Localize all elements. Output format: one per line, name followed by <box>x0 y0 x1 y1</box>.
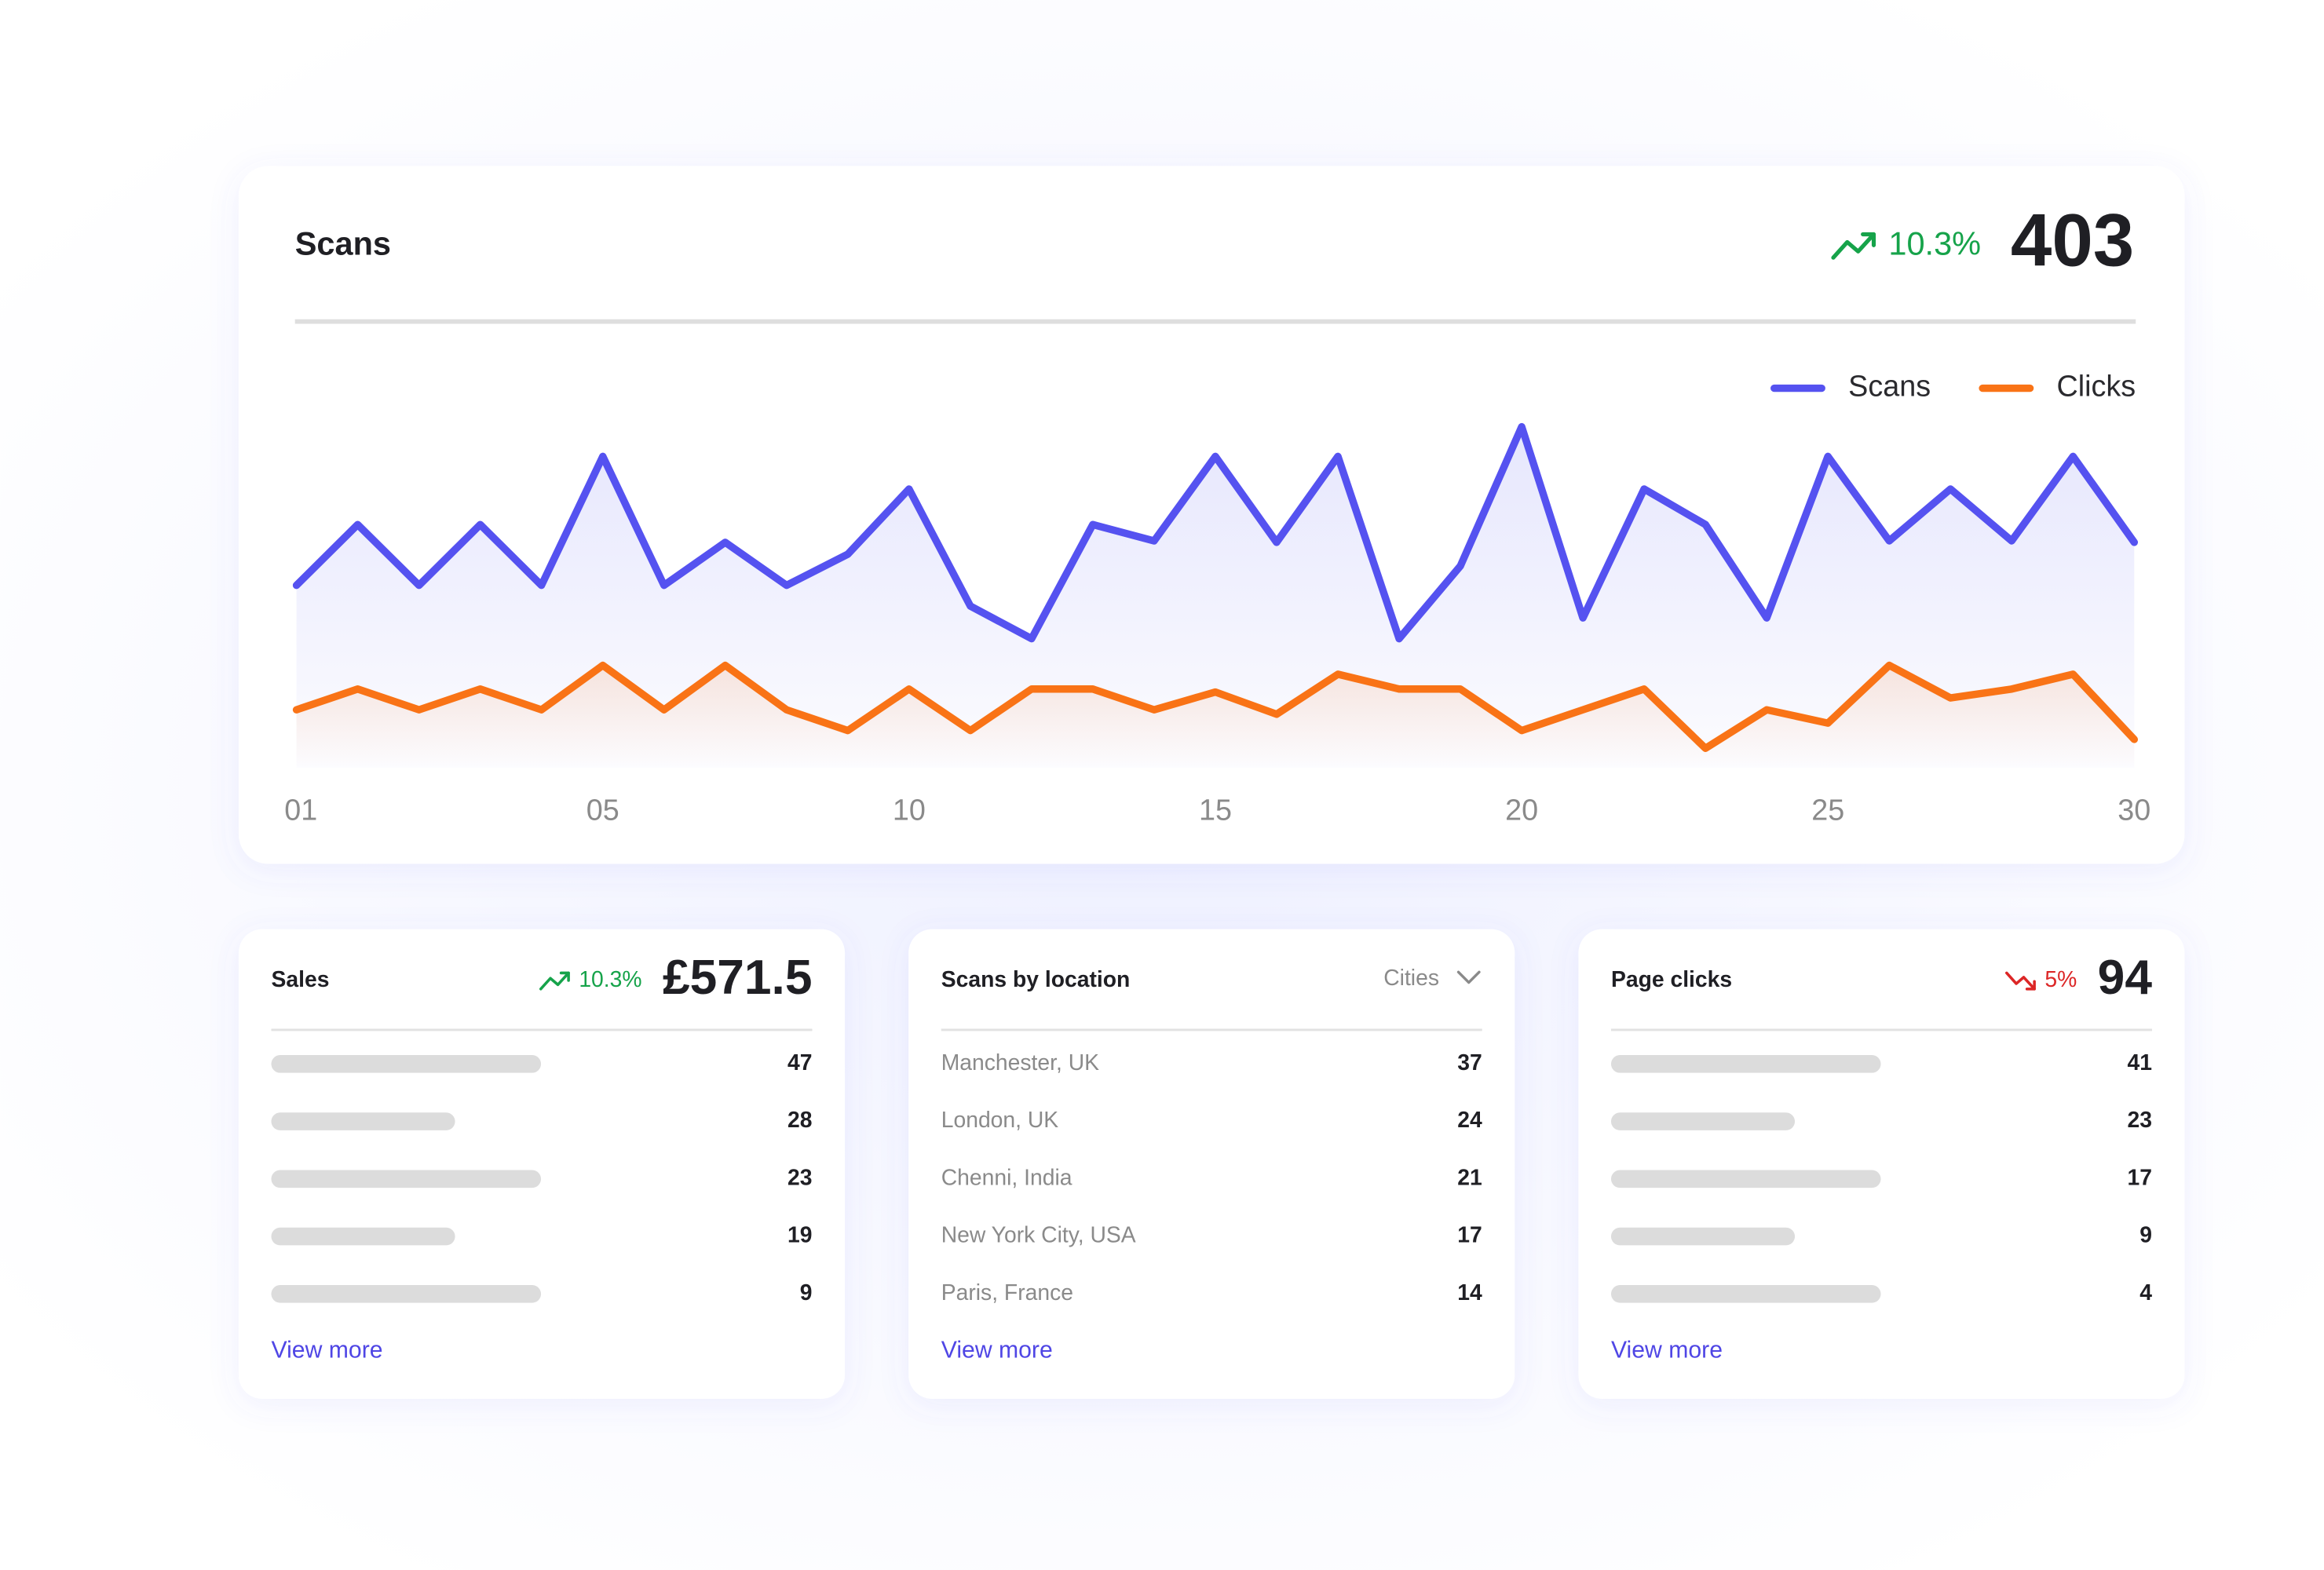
row-label: London, UK <box>941 1107 1059 1132</box>
main-total: 403 <box>2011 199 2134 282</box>
view-more-link[interactable]: View more <box>941 1338 1053 1364</box>
view-more-link[interactable]: View more <box>272 1338 383 1364</box>
row-value: 23 <box>787 1164 812 1189</box>
series-line <box>292 422 2139 643</box>
x-tick-label: 10 <box>893 793 926 826</box>
placeholder-bar <box>271 1112 455 1130</box>
trend-down-icon <box>2005 971 2036 991</box>
card-change: 10.3% <box>579 966 641 991</box>
x-tick-label: 20 <box>1505 793 1538 826</box>
x-tick-label: 30 <box>2118 793 2150 826</box>
legend-label: Scans <box>1848 370 1931 403</box>
x-tick-label: 05 <box>586 793 619 826</box>
x-tick-label: 01 <box>284 793 317 826</box>
card-total: 94 <box>2098 951 2153 1005</box>
filter-dropdown[interactable]: Cities <box>1383 965 1439 990</box>
view-more-link[interactable]: View more <box>1611 1338 1723 1364</box>
row-value: 47 <box>787 1050 812 1075</box>
x-tick-label: 15 <box>1199 793 1232 826</box>
row-value: 9 <box>800 1280 813 1305</box>
placeholder-bar <box>271 1170 542 1188</box>
chevron-icon <box>1456 970 1481 984</box>
row-value: 28 <box>787 1107 812 1132</box>
icon-part <box>2025 980 2036 991</box>
icon-part <box>539 971 570 991</box>
placeholder-bar <box>1610 1227 1796 1246</box>
row-value: 14 <box>1457 1280 1482 1305</box>
card-total: £571.5 <box>663 951 813 1005</box>
placeholder-bar <box>1610 1284 1881 1303</box>
row-value: 9 <box>2139 1222 2152 1247</box>
row-value: 19 <box>787 1222 812 1247</box>
placeholder-bar <box>1610 1055 1881 1073</box>
card <box>1578 929 2185 1399</box>
row-value: 21 <box>1457 1164 1482 1189</box>
icon-part <box>559 971 570 982</box>
row-label: Chenni, India <box>941 1164 1072 1189</box>
row-label: Paris, France <box>941 1280 1073 1305</box>
card-title: Sales <box>272 966 330 991</box>
x-tick-label: 25 <box>1811 793 1844 826</box>
row-value: 24 <box>1457 1107 1482 1132</box>
row-value: 4 <box>2139 1280 2152 1305</box>
row-value: 41 <box>2127 1050 2151 1075</box>
placeholder-bar <box>271 1055 542 1073</box>
placeholder-bar <box>271 1284 542 1303</box>
legend-label: Clicks <box>2057 370 2136 403</box>
series-line <box>292 661 2139 752</box>
card-title: Scans by location <box>941 966 1131 991</box>
card <box>908 929 1515 1399</box>
icon-part <box>2005 971 2036 991</box>
row-label: Manchester, UK <box>941 1050 1099 1075</box>
placeholder-bar <box>1610 1170 1881 1188</box>
row-value: 37 <box>1457 1050 1482 1075</box>
row-value: 23 <box>2127 1107 2151 1132</box>
area-fill <box>296 426 2135 768</box>
trend-up-icon <box>539 971 570 991</box>
placeholder-bar <box>271 1227 455 1246</box>
card <box>238 929 846 1399</box>
row-value: 17 <box>2127 1164 2151 1189</box>
row-label: New York City, USA <box>941 1222 1136 1247</box>
main-change: 10.3% <box>1888 225 1981 261</box>
main-title: Scans <box>295 225 391 261</box>
row-value: 17 <box>1457 1222 1482 1247</box>
card-title: Page clicks <box>1611 966 1732 991</box>
placeholder-bar <box>1610 1112 1796 1130</box>
trend-up-icon <box>1831 232 1876 260</box>
card-change: 5% <box>2044 966 2077 991</box>
